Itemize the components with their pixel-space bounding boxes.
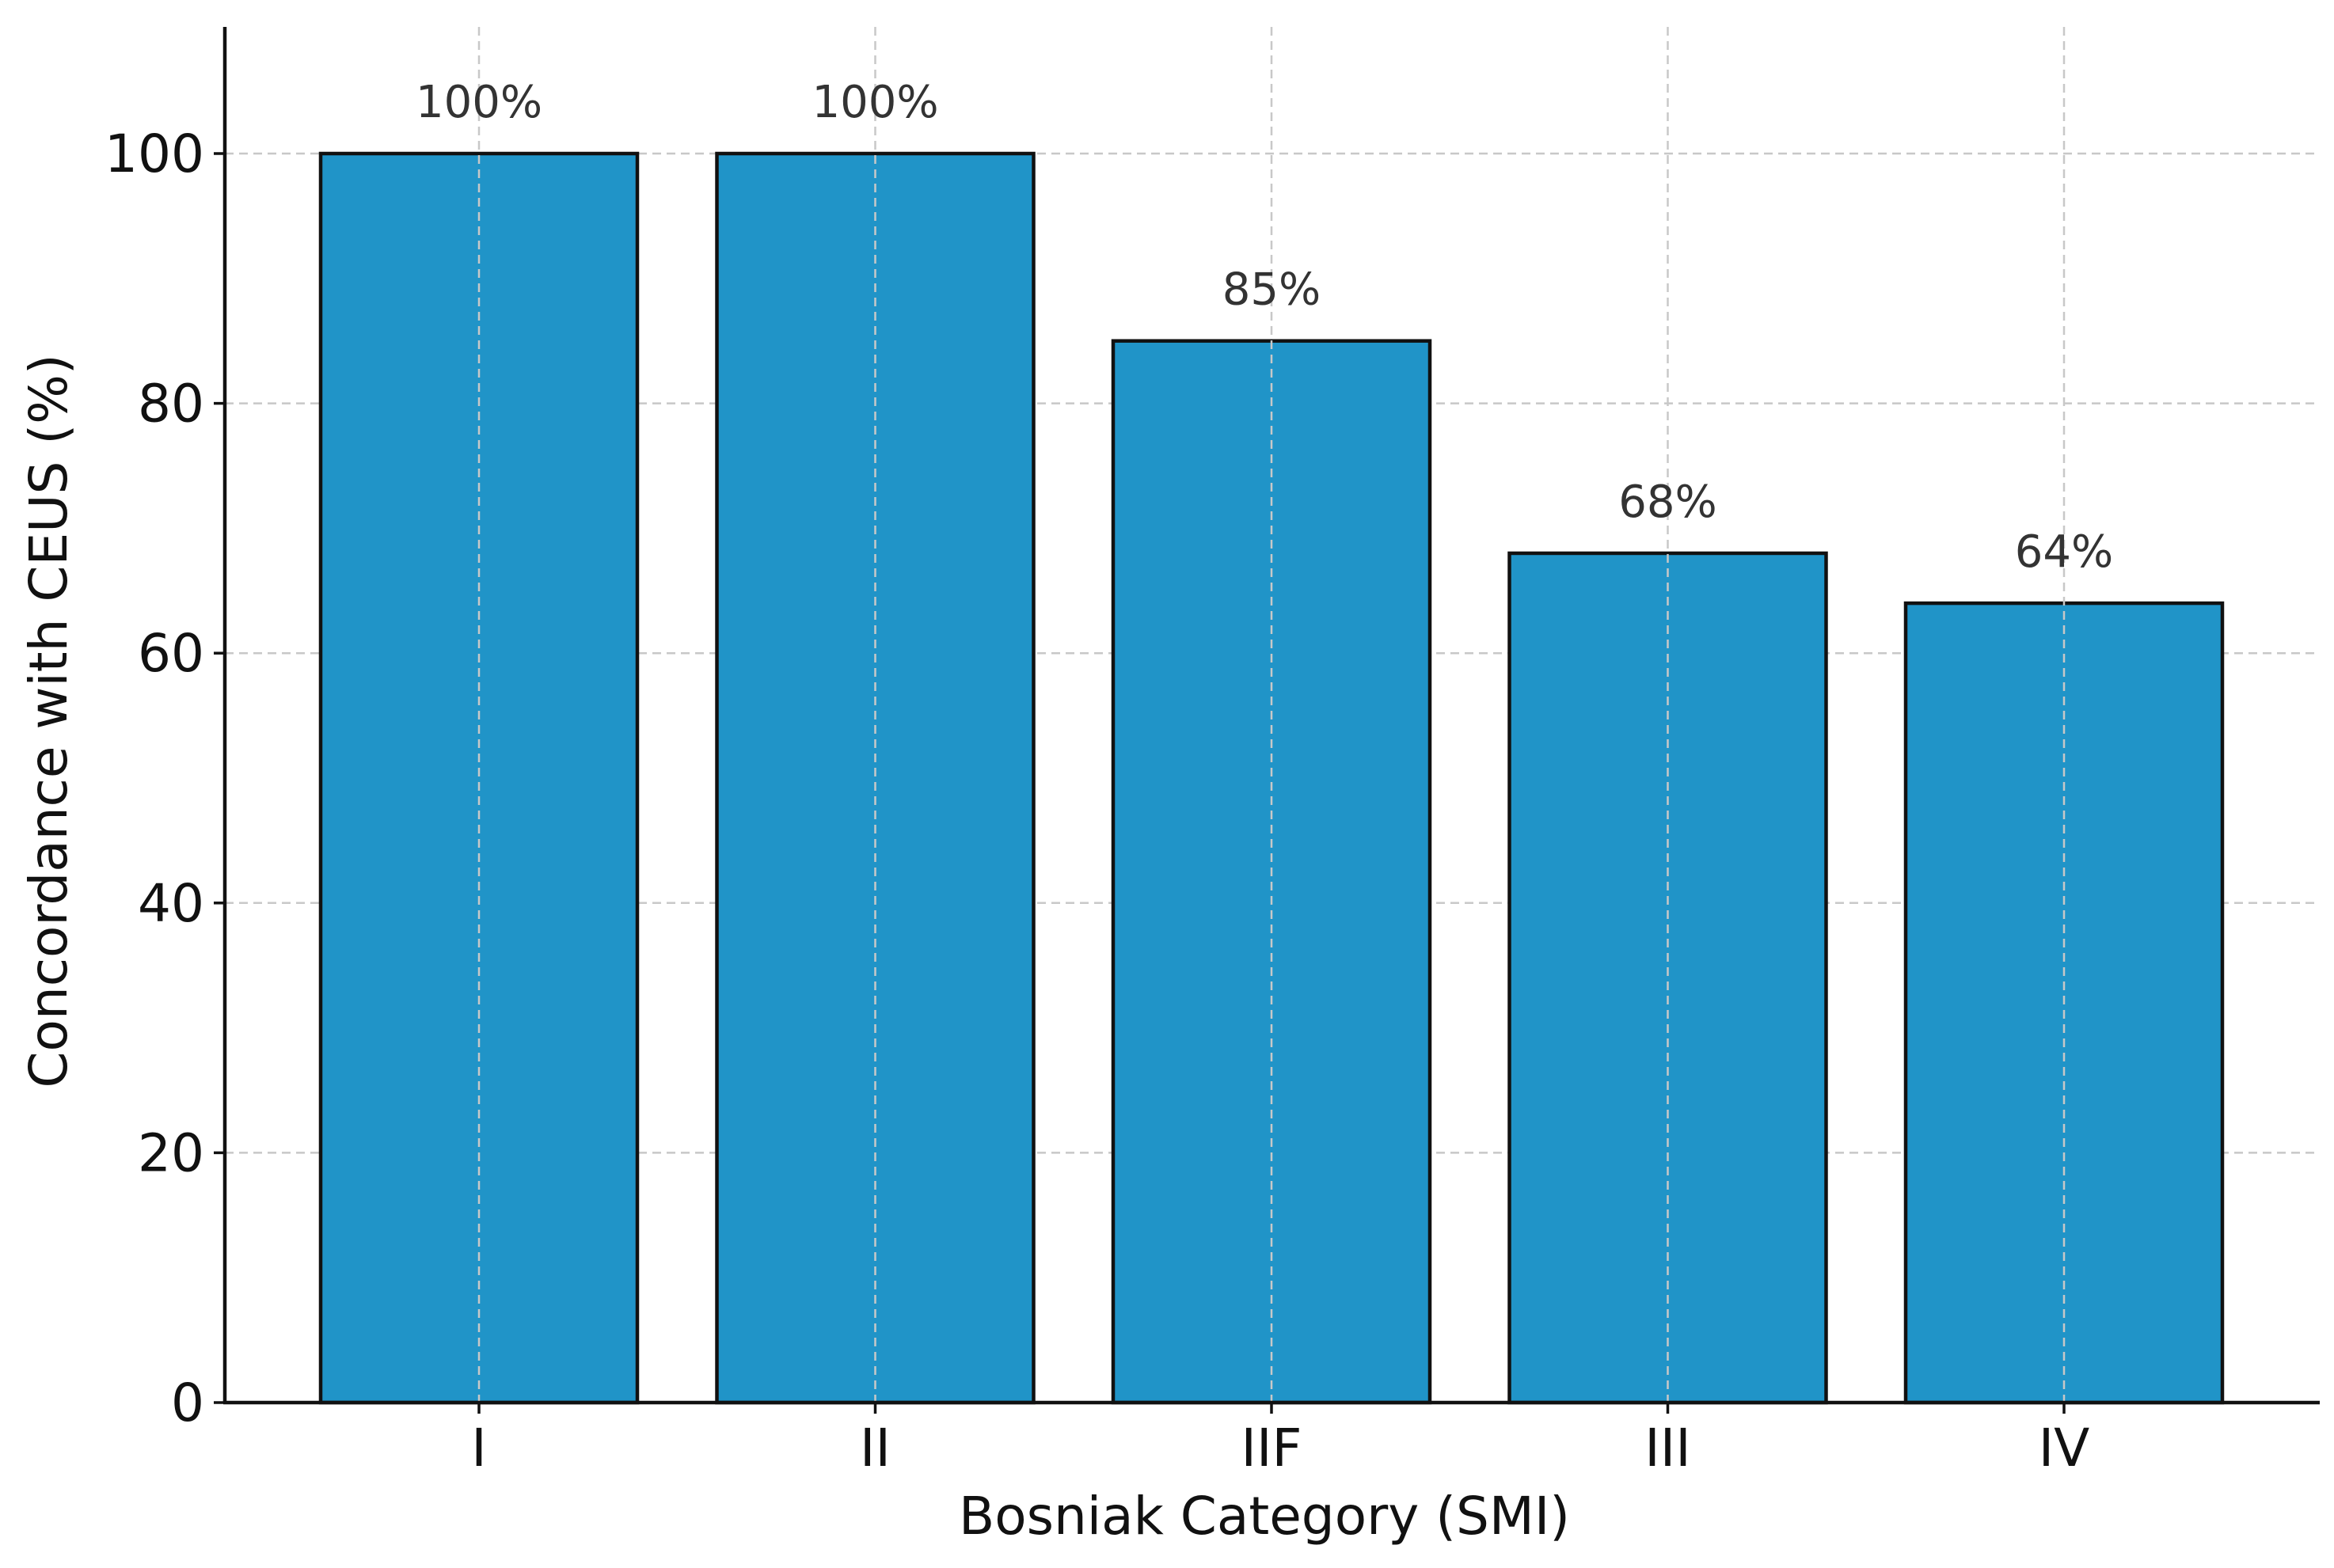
y-tick-label: 80 (138, 374, 204, 435)
x-tick-label: I (471, 1418, 486, 1479)
x-axis-title: Bosniak Category (SMI) (959, 1486, 1570, 1547)
data-label: 85% (1222, 264, 1321, 316)
bar-ii (715, 151, 1036, 1405)
y-tick-label: 40 (138, 873, 204, 934)
y-tick-label: 20 (138, 1122, 204, 1183)
x-tick-label: IIF (1241, 1418, 1302, 1479)
data-label: 64% (2015, 526, 2113, 578)
data-label: 68% (1618, 476, 1716, 528)
data-label: 100% (812, 77, 938, 128)
y-tick-label: 60 (138, 623, 204, 684)
x-tick-label: II (860, 1418, 891, 1479)
y-tick-label: 0 (171, 1372, 204, 1433)
x-tick-label: IV (2039, 1418, 2090, 1479)
bar-iii (1507, 551, 1828, 1405)
data-label: 100% (416, 77, 542, 128)
bars (318, 151, 2225, 1405)
axes (214, 27, 2320, 1414)
x-tick-label: III (1644, 1418, 1690, 1479)
y-tick-label: 100 (105, 123, 204, 184)
y-axis-title: Concordance with CEUS (%) (18, 354, 79, 1088)
